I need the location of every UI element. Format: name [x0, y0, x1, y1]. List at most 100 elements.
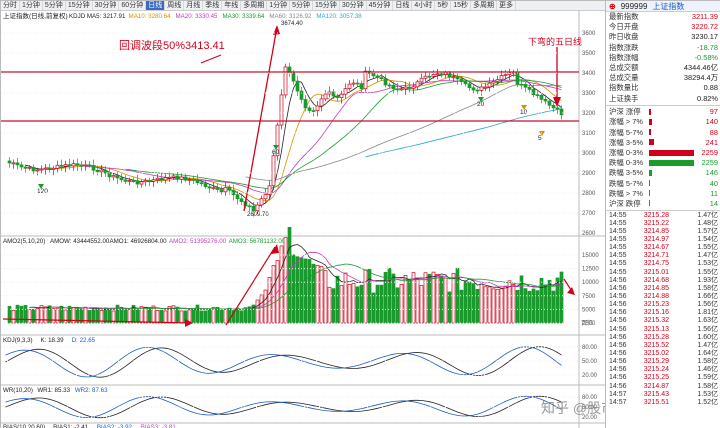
candle-body[interactable]: [71, 163, 76, 167]
volume-bar[interactable]: [111, 310, 116, 324]
tick-row[interactable]: 14:55 3214.97 1.54亿: [606, 236, 720, 244]
volume-bar[interactable]: [303, 258, 308, 324]
candle-body[interactable]: [379, 77, 384, 80]
volume-bar[interactable]: [151, 305, 156, 324]
candle-body[interactable]: [559, 108, 564, 116]
candle-body[interactable]: [447, 72, 452, 78]
tick-list[interactable]: 14:55 3215.28 1.47亿 14:55 3215.22 1.48亿 14:55 3…: [606, 212, 720, 407]
volume-bar[interactable]: [55, 308, 60, 324]
volume-bar[interactable]: [179, 310, 184, 324]
candle-body[interactable]: [427, 75, 432, 78]
candle-body[interactable]: [351, 82, 356, 85]
volume-bar[interactable]: [267, 277, 272, 324]
candle-body[interactable]: [451, 76, 456, 79]
candle-body[interactable]: [523, 83, 528, 88]
candle-body[interactable]: [391, 84, 396, 90]
candle-body[interactable]: [19, 164, 24, 168]
period-tab[interactable]: 1分钟: [20, 1, 43, 10]
volume-bars[interactable]: [7, 227, 564, 324]
volume-bar[interactable]: [523, 288, 528, 324]
candle-body[interactable]: [339, 93, 344, 99]
volume-bar[interactable]: [423, 272, 428, 324]
volume-bar[interactable]: [403, 275, 408, 324]
volume-bar[interactable]: [531, 288, 536, 324]
tick-row[interactable]: 14:55 3215.01 1.55亿: [606, 269, 720, 277]
candle-body[interactable]: [375, 75, 380, 78]
candle-body[interactable]: [171, 175, 176, 178]
candle-body[interactable]: [471, 87, 476, 91]
volume-bar[interactable]: [355, 286, 360, 324]
candle-body[interactable]: [99, 169, 104, 173]
candle-body[interactable]: [519, 83, 524, 86]
tick-row[interactable]: 14:56 3214.87 1.58亿: [606, 383, 720, 391]
candle-body[interactable]: [95, 169, 100, 173]
volume-bar[interactable]: [223, 309, 228, 324]
volume-bar[interactable]: [519, 275, 524, 324]
period-tab[interactable]: 60分钟: [119, 1, 147, 10]
candle-body[interactable]: [231, 189, 236, 195]
candle-body[interactable]: [155, 177, 160, 181]
volume-bar[interactable]: [483, 286, 488, 324]
candle-body[interactable]: [335, 95, 340, 99]
candle-body[interactable]: [11, 162, 16, 165]
volume-bar[interactable]: [447, 291, 452, 324]
volume-bar[interactable]: [543, 284, 548, 324]
period-tab[interactable]: 5秒: [435, 1, 452, 10]
volume-bar[interactable]: [515, 290, 520, 324]
candle-body[interactable]: [279, 94, 284, 126]
tick-row[interactable]: 14:56 3214.68 1.93亿: [606, 277, 720, 285]
candle-body[interactable]: [403, 86, 408, 90]
volume-bar[interactable]: [487, 286, 492, 324]
period-tab[interactable]: 5分钟: [43, 1, 66, 10]
candle-body[interactable]: [43, 167, 48, 170]
volume-bar[interactable]: [359, 284, 364, 324]
candle-body[interactable]: [195, 179, 200, 184]
volume-bar[interactable]: [375, 284, 380, 324]
candle-body[interactable]: [119, 177, 124, 181]
candle-body[interactable]: [187, 179, 192, 181]
tick-row[interactable]: 14:56 3215.02 1.64亿: [606, 350, 720, 358]
volume-bar[interactable]: [163, 310, 168, 324]
tick-row[interactable]: 14:55 3215.28 1.47亿: [606, 212, 720, 220]
candle-body[interactable]: [503, 74, 508, 76]
tick-row[interactable]: 14:56 3215.28 1.60亿: [606, 334, 720, 342]
volume-bar[interactable]: [51, 308, 56, 324]
candle-body[interactable]: [415, 81, 420, 88]
candle-body[interactable]: [295, 80, 300, 92]
candle-body[interactable]: [215, 187, 220, 190]
candle-body[interactable]: [135, 180, 140, 185]
candle-body[interactable]: [491, 81, 496, 84]
volume-bar[interactable]: [219, 309, 224, 324]
candle-body[interactable]: [127, 180, 132, 182]
volume-bar[interactable]: [351, 282, 356, 324]
volume-bar[interactable]: [411, 272, 416, 324]
candle-body[interactable]: [539, 94, 544, 100]
candle-body[interactable]: [331, 91, 336, 97]
tick-row[interactable]: 14:56 3215.24 1.46亿: [606, 366, 720, 374]
volume-bar[interactable]: [203, 310, 208, 324]
volume-bar[interactable]: [319, 265, 324, 324]
candle-body[interactable]: [183, 176, 188, 181]
candle-body[interactable]: [247, 205, 252, 208]
candle-body[interactable]: [263, 194, 268, 200]
candle-body[interactable]: [283, 66, 288, 96]
candle-body[interactable]: [439, 73, 444, 76]
volume-bar[interactable]: [199, 310, 204, 324]
volume-bar[interactable]: [211, 307, 216, 324]
volume-bar[interactable]: [19, 305, 24, 324]
volume-bar[interactable]: [415, 278, 420, 324]
volume-bar[interactable]: [287, 227, 292, 324]
candle-body[interactable]: [299, 90, 304, 100]
volume-bar[interactable]: [443, 277, 448, 324]
volume-bar[interactable]: [79, 308, 84, 324]
volume-bar[interactable]: [463, 280, 468, 324]
period-tab[interactable]: 15分钟: [313, 1, 340, 10]
volume-bar[interactable]: [451, 272, 456, 324]
volume-bar[interactable]: [475, 288, 480, 324]
period-tab[interactable]: 多周期: [241, 1, 268, 10]
candle-body[interactable]: [347, 83, 352, 89]
candle-body[interactable]: [407, 86, 412, 89]
volume-bar[interactable]: [535, 290, 540, 324]
candle-body[interactable]: [323, 93, 328, 100]
volume-bar[interactable]: [307, 259, 312, 324]
